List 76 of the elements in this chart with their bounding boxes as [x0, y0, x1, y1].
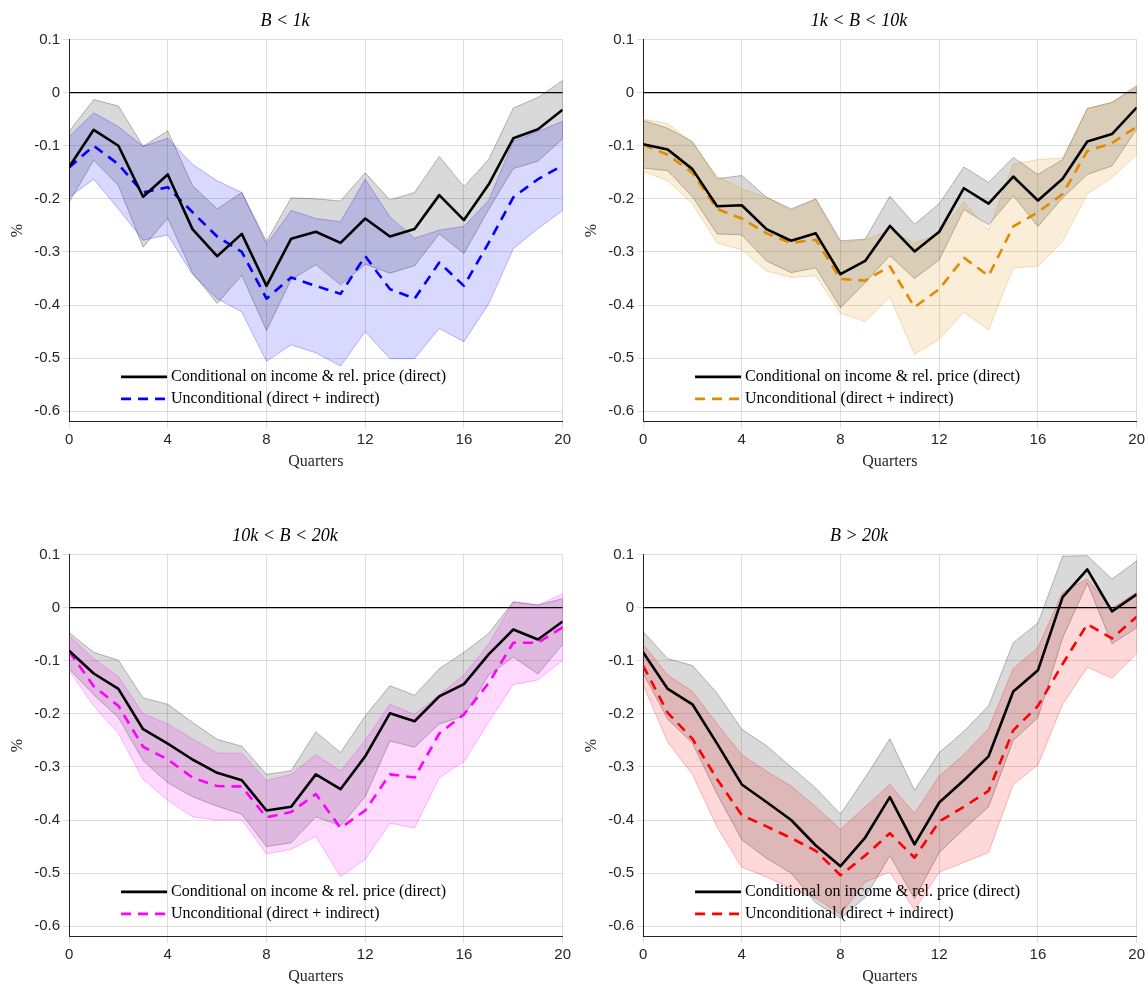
x-tick-label: 12 — [930, 429, 948, 447]
y-tick-label: -0.1 — [34, 135, 61, 153]
y-tick-label: -0.2 — [608, 703, 635, 721]
y-tick-label: -0.1 — [608, 135, 635, 153]
y-tick-label: 0.1 — [39, 544, 61, 562]
y-tick-label: 0.1 — [613, 544, 635, 562]
y-axis-title: % — [581, 739, 599, 753]
x-tick-label: 12 — [356, 429, 374, 447]
y-axis-title: % — [7, 224, 25, 238]
x-tick-label: 8 — [836, 944, 845, 962]
y-axis-title: % — [7, 739, 25, 753]
x-tick-label: 8 — [836, 429, 845, 447]
y-tick-label: -0.5 — [34, 348, 61, 366]
y-tick-label: 0.1 — [39, 29, 61, 47]
y-tick-label: -0.2 — [34, 703, 61, 721]
y-tick-label: -0.1 — [608, 650, 635, 668]
x-tick-label: 16 — [455, 944, 473, 962]
legend-label: Unconditional (direct + indirect) — [745, 904, 954, 922]
x-tick-label: 4 — [163, 429, 172, 447]
x-axis-title: Quarters — [862, 451, 918, 469]
y-tick-label: 0 — [51, 597, 61, 615]
chart-title: 10k < B < 20k — [232, 524, 339, 545]
y-tick-label: 0 — [625, 82, 635, 100]
legend-label: Unconditional (direct + indirect) — [171, 389, 380, 407]
legend-label: Conditional on income & rel. price (direct) — [745, 882, 1021, 900]
y-tick-label: 0 — [625, 597, 635, 615]
legend-label: Conditional on income & rel. price (direct) — [171, 367, 447, 385]
x-tick-label: 20 — [554, 429, 571, 447]
y-tick-label: -0.6 — [608, 916, 635, 934]
x-tick-label: 0 — [638, 429, 648, 447]
x-axis-title: Quarters — [288, 451, 344, 469]
x-tick-label: 16 — [455, 429, 473, 447]
y-tick-label: -0.6 — [34, 916, 61, 934]
x-tick-label: 16 — [1029, 429, 1047, 447]
x-tick-label: 4 — [163, 944, 172, 962]
x-tick-label: 4 — [737, 429, 746, 447]
x-axis-title: Quarters — [862, 966, 918, 984]
chart-title: B < 1k — [260, 9, 311, 30]
y-tick-label: -0.6 — [608, 401, 635, 419]
x-tick-label: 20 — [1128, 944, 1145, 962]
legend-label: Unconditional (direct + indirect) — [745, 389, 954, 407]
x-tick-label: 20 — [1128, 429, 1145, 447]
y-tick-label: -0.5 — [34, 863, 61, 881]
y-tick-label: -0.3 — [608, 757, 635, 775]
y-tick-label: -0.4 — [608, 295, 635, 313]
y-tick-label: -0.4 — [34, 810, 61, 828]
x-tick-label: 20 — [554, 944, 571, 962]
x-tick-label: 0 — [64, 429, 74, 447]
x-axis-title: Quarters — [288, 966, 344, 984]
legend-label: Conditional on income & rel. price (direct) — [171, 882, 447, 900]
y-axis-title: % — [581, 224, 599, 238]
y-tick-label: -0.6 — [34, 401, 61, 419]
y-tick-label: -0.4 — [608, 810, 635, 828]
x-tick-label: 0 — [638, 944, 648, 962]
x-tick-label: 12 — [930, 944, 948, 962]
y-tick-label: -0.1 — [34, 650, 61, 668]
x-tick-label: 8 — [262, 429, 271, 447]
y-tick-label: 0 — [51, 82, 61, 100]
y-tick-label: 0.1 — [613, 29, 635, 47]
chart-title: 1k < B < 10k — [810, 9, 909, 30]
y-tick-label: -0.5 — [608, 348, 635, 366]
y-tick-label: -0.2 — [608, 188, 635, 206]
x-tick-label: 0 — [64, 944, 74, 962]
x-tick-label: 4 — [737, 944, 746, 962]
y-tick-label: -0.5 — [608, 863, 635, 881]
y-tick-label: -0.3 — [34, 757, 61, 775]
legend-label: Unconditional (direct + indirect) — [171, 904, 380, 922]
x-tick-label: 8 — [262, 944, 271, 962]
chart-title: B > 20k — [829, 524, 890, 545]
y-tick-label: -0.3 — [608, 242, 635, 260]
y-tick-label: -0.3 — [34, 242, 61, 260]
x-tick-label: 12 — [356, 944, 374, 962]
legend-label: Conditional on income & rel. price (direct) — [745, 367, 1021, 385]
y-tick-label: -0.4 — [34, 295, 61, 313]
x-tick-label: 16 — [1029, 944, 1047, 962]
y-tick-label: -0.2 — [34, 188, 61, 206]
